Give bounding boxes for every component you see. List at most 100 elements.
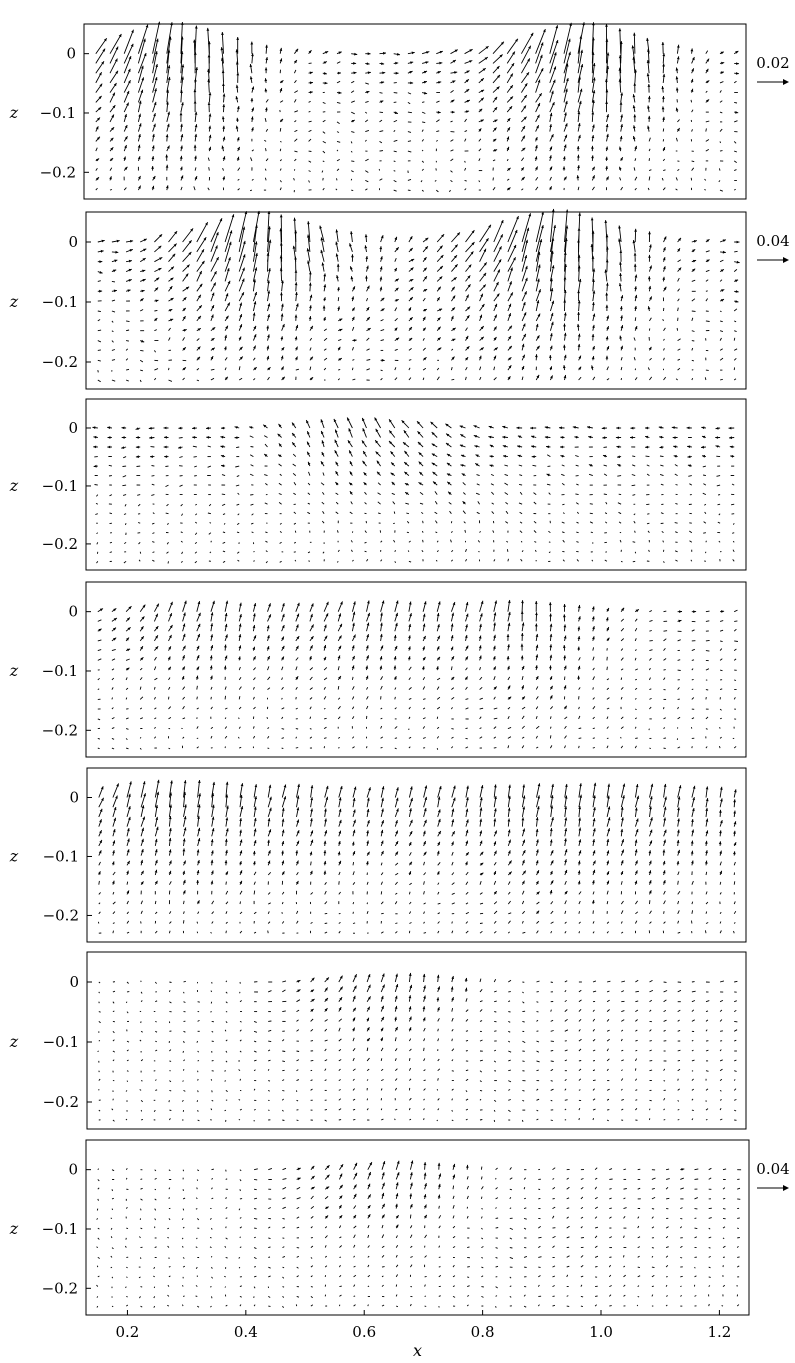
velocity-vector <box>620 668 624 671</box>
velocity-vector-head <box>182 347 186 351</box>
panel-4-frame <box>85 581 747 758</box>
velocity-vector <box>279 522 282 525</box>
velocity-vector-head <box>647 48 650 52</box>
velocity-vector <box>450 170 453 173</box>
velocity-vector-head <box>207 102 211 105</box>
velocity-vector-head <box>687 445 691 449</box>
velocity-vector-head <box>592 77 596 81</box>
velocity-vector-head <box>408 623 412 627</box>
velocity-vector-head <box>577 290 580 294</box>
velocity-vector-head <box>140 646 143 650</box>
velocity-vector <box>476 474 480 477</box>
velocity-vector <box>294 158 297 162</box>
velocity-vector-head <box>424 785 428 789</box>
velocity-vector-head <box>410 819 413 823</box>
velocity-vector-head <box>324 624 327 628</box>
velocity-vector-head <box>225 293 229 297</box>
velocity-vector-head <box>509 325 512 329</box>
velocity-vector-head <box>242 254 246 258</box>
velocity-vector-head <box>395 820 398 824</box>
velocity-vector-head <box>550 850 554 854</box>
velocity-vector-head <box>605 156 608 160</box>
velocity-vector-head <box>193 51 197 55</box>
velocity-vector-head <box>632 136 636 140</box>
panel-3-frame <box>85 398 747 571</box>
velocity-vector-head <box>267 860 271 864</box>
velocity-vector-head <box>473 435 477 438</box>
velocity-vector-head <box>436 646 440 650</box>
velocity-vector <box>124 541 127 545</box>
velocity-vector <box>352 686 355 690</box>
velocity-vector <box>95 48 106 64</box>
velocity-vector-head <box>605 101 608 104</box>
velocity-vector <box>476 511 480 515</box>
velocity-vector-head <box>494 314 497 318</box>
velocity-vector <box>705 290 708 292</box>
velocity-vector-head <box>170 318 174 322</box>
velocity-vector <box>111 707 114 710</box>
velocity-vector-head <box>365 675 369 679</box>
velocity-vector-head <box>452 602 456 606</box>
velocity-vector-head <box>323 860 327 864</box>
velocity-vector-head <box>578 212 582 216</box>
velocity-vector <box>380 901 384 905</box>
velocity-vector <box>436 550 439 553</box>
velocity-vector-head <box>294 269 298 273</box>
velocity-vector <box>733 697 736 700</box>
velocity-vector-head <box>135 436 139 439</box>
velocity-vector-head <box>541 225 544 229</box>
velocity-vector <box>295 707 298 710</box>
velocity-vector-head <box>310 645 313 649</box>
velocity-vector-head <box>633 32 636 36</box>
velocity-vector <box>323 717 327 720</box>
velocity-vector-head <box>605 38 609 42</box>
velocity-vector-head <box>535 166 538 170</box>
velocity-vector <box>380 862 383 866</box>
velocity-vector-head <box>197 623 201 627</box>
velocity-vector <box>564 209 568 243</box>
velocity-vector-head <box>494 850 497 854</box>
panel-1-frame <box>83 23 747 200</box>
velocity-vector-head <box>488 425 492 429</box>
velocity-vector <box>578 900 581 905</box>
velocity-vector-head <box>92 426 96 429</box>
velocity-vector-head <box>592 313 596 317</box>
velocity-vector-head <box>437 601 441 605</box>
velocity-vector <box>394 707 397 710</box>
velocity-vector-head <box>352 622 355 626</box>
velocity-vector <box>296 910 299 914</box>
velocity-vector-head <box>111 861 115 865</box>
velocity-vector <box>518 483 523 486</box>
velocity-vector-head <box>565 784 568 787</box>
velocity-vector <box>578 891 582 895</box>
velocity-vector-head <box>549 345 553 349</box>
velocity-vector-head <box>281 850 284 854</box>
velocity-vector <box>423 861 425 866</box>
velocity-vector-head <box>199 271 202 275</box>
velocity-vector-head <box>507 644 510 648</box>
velocity-vector <box>139 696 144 700</box>
velocity-vector <box>292 472 297 476</box>
velocity-vector-head <box>592 346 595 350</box>
velocity-vector-head <box>325 51 329 54</box>
velocity-vector-head <box>673 454 677 458</box>
velocity-vector-head <box>521 665 525 670</box>
velocity-vector-head <box>323 273 327 277</box>
velocity-vector <box>111 747 115 750</box>
velocity-vector-head <box>720 51 724 55</box>
velocity-vector-head <box>323 284 327 288</box>
velocity-vector-head <box>353 339 357 342</box>
velocity-vector-head <box>268 829 272 833</box>
velocity-vector-head <box>563 375 567 379</box>
velocity-vector <box>309 667 314 671</box>
velocity-vector <box>634 717 637 720</box>
velocity-vector-head <box>395 851 398 855</box>
velocity-vector <box>96 532 99 535</box>
velocity-vector <box>564 880 567 885</box>
velocity-vector-head <box>437 656 440 660</box>
velocity-vector <box>661 531 664 534</box>
velocity-vector-head <box>508 336 511 340</box>
velocity-vector-head <box>310 356 313 360</box>
y-tick-label: −0.2 <box>42 353 78 371</box>
velocity-vector <box>122 475 127 478</box>
